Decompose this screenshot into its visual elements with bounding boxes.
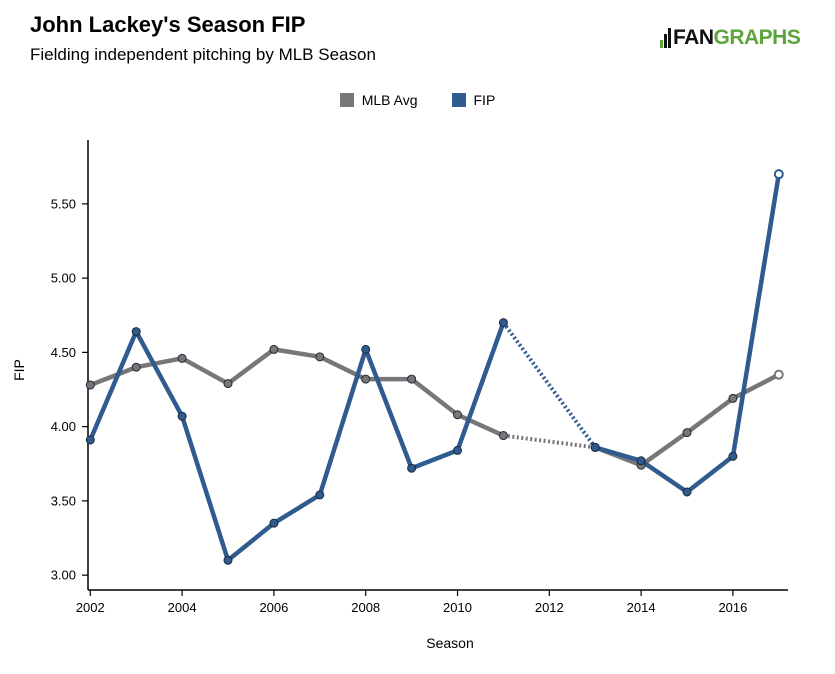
point-fip-2009 [407, 463, 417, 473]
line-segment-mlb-avg-4 [271, 347, 323, 360]
point-fip-2016 [728, 451, 738, 461]
line-segment-fip-7 [409, 448, 460, 471]
point-fip-2017 [773, 169, 784, 180]
point-mlb-avg-2017 [773, 369, 784, 380]
line-segment-mlb-avg-13 [730, 372, 782, 401]
point-mlb-avg-2011 [498, 431, 508, 441]
line-segment-mlb-avg-1 [133, 356, 185, 370]
x-tick-label-4: 2010 [443, 600, 472, 615]
logo-bars-icon [660, 28, 671, 48]
line-segment-mlb-avg-8 [455, 412, 506, 438]
point-fip-2007 [315, 490, 325, 500]
line-segment-fip-4 [271, 492, 323, 526]
point-mlb-avg-2009 [407, 374, 417, 384]
line-segment-fip-5 [317, 347, 368, 498]
legend-label-mlb-avg: MLB Avg [361, 92, 418, 108]
point-mlb-avg-2010 [453, 410, 463, 420]
logo-text-graphs: GRAPHS [713, 26, 801, 49]
line-segment-fip-13 [730, 171, 782, 459]
line-segment-mlb-avg-0 [88, 364, 139, 388]
x-tick-label-2: 2006 [259, 600, 288, 615]
y-tick-label-1: 3.50 [51, 493, 76, 508]
point-mlb-avg-2016 [728, 393, 738, 403]
legend-label-fip: FIP [473, 92, 496, 108]
y-axis-title: FIP [11, 359, 27, 381]
point-fip-2002 [85, 435, 95, 445]
point-mlb-avg-2003 [131, 362, 141, 372]
point-fip-2010 [453, 445, 463, 455]
line-segment-fip-12 [684, 454, 736, 495]
line-segment-fip-0 [88, 329, 139, 443]
point-fip-2008 [361, 344, 371, 354]
point-mlb-avg-2004 [177, 353, 187, 363]
point-fip-2015 [682, 487, 692, 497]
chart-legend: MLB Avg FIP [0, 92, 835, 108]
point-mlb-avg-2002 [85, 380, 95, 390]
x-axis-title: Season [426, 635, 473, 651]
legend-item-fip[interactable]: FIP [451, 92, 496, 108]
point-mlb-avg-2015 [682, 428, 692, 438]
line-segment-fip-8 [455, 320, 506, 453]
point-fip-2013 [590, 442, 600, 452]
point-mlb-avg-2008 [361, 374, 371, 384]
line-segment-mlb-avg-3 [225, 347, 277, 386]
line-segment-fip-10 [592, 445, 644, 464]
point-fip-2004 [177, 411, 187, 421]
x-tick-label-1: 2004 [168, 600, 197, 615]
chart-subtitle: Fielding independent pitching by MLB Sea… [30, 45, 376, 64]
point-mlb-avg-2007 [315, 352, 325, 362]
y-tick-label-5: 5.50 [51, 196, 76, 211]
line-segment-fip-6 [363, 347, 414, 471]
legend-swatch-fip [451, 93, 466, 107]
gap-segment-fip-9 [501, 321, 597, 449]
logo-text-fan: FAN [673, 26, 714, 49]
point-mlb-avg-2006 [269, 344, 279, 354]
chart-title: John Lackey's Season FIP [30, 12, 306, 37]
legend-swatch-mlb-avg [339, 93, 354, 107]
legend-item-mlb-avg[interactable]: MLB Avg [339, 92, 418, 108]
line-segment-mlb-avg-12 [684, 396, 736, 435]
point-fip-2003 [131, 327, 141, 337]
point-fip-2006 [269, 518, 279, 528]
x-tick-label-6: 2014 [627, 600, 656, 615]
point-fip-2005 [223, 555, 233, 565]
point-fip-2011 [498, 318, 508, 328]
y-tick-label-3: 4.50 [51, 345, 76, 360]
line-segment-mlb-avg-7 [409, 376, 460, 418]
x-tick-label-0: 2002 [76, 600, 105, 615]
x-tick-label-3: 2008 [351, 600, 380, 615]
fangraphs-logo[interactable]: FAN GRAPHS [660, 26, 801, 50]
point-mlb-avg-2005 [223, 379, 233, 389]
x-tick-label-5: 2012 [535, 600, 564, 615]
point-fip-2014 [636, 456, 646, 466]
y-tick-label-4: 5.00 [51, 271, 76, 286]
x-tick-label-7: 2016 [718, 600, 747, 615]
line-segment-fip-11 [638, 458, 690, 495]
y-tick-label-0: 3.00 [51, 568, 76, 583]
y-tick-label-2: 4.00 [51, 419, 76, 434]
line-segment-fip-2 [179, 413, 231, 563]
line-segment-mlb-avg-11 [638, 430, 690, 468]
line-segment-fip-1 [133, 329, 185, 419]
line-segment-fip-3 [225, 520, 277, 563]
gap-segment-mlb-avg-9 [503, 433, 596, 450]
line-segment-mlb-avg-2 [179, 356, 231, 386]
